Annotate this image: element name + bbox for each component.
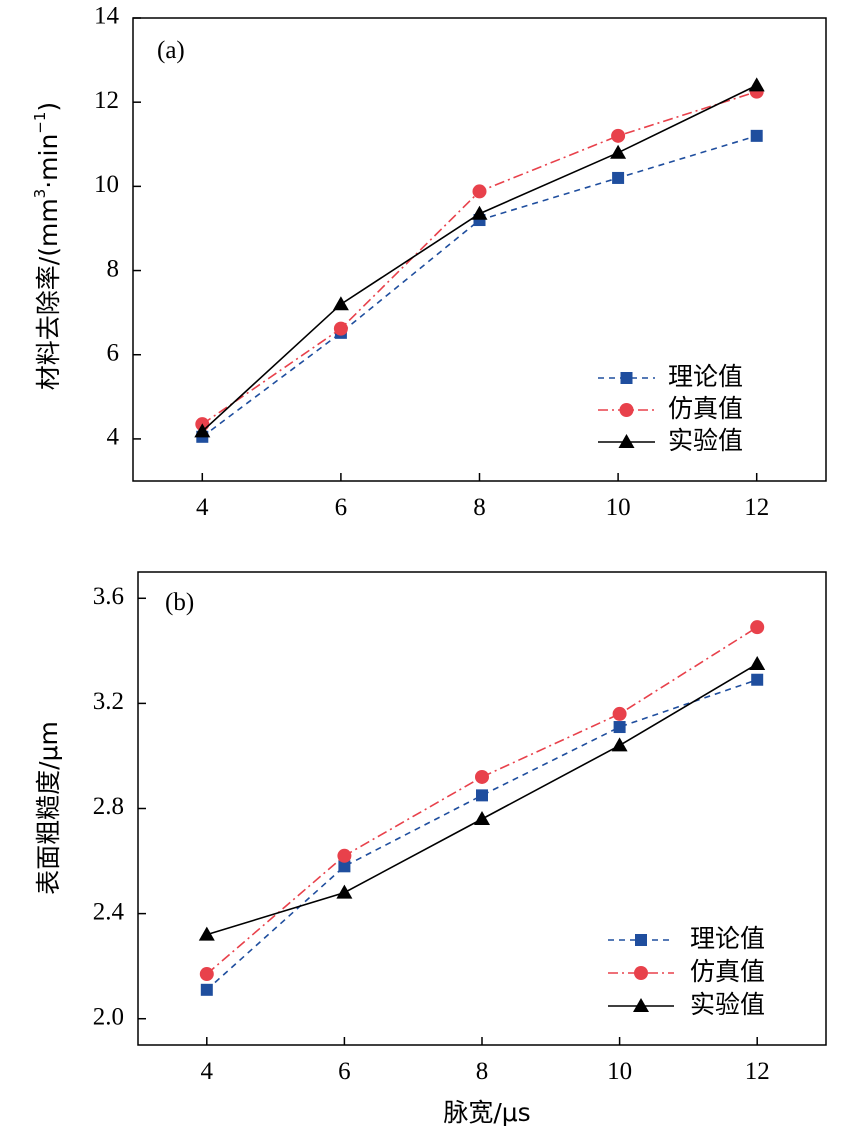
panel-b-x-tick-label: 4 xyxy=(201,1058,214,1085)
panel-a-y-title-mid: ·min xyxy=(34,134,63,189)
panel-a-legend-experiment-label: 实验值 xyxy=(668,426,743,455)
panel-b-y-tick-label: 2.0 xyxy=(93,1003,124,1030)
panel-b-series-simulation-point xyxy=(475,769,489,784)
panel-a-series-experiment-point xyxy=(332,296,349,311)
chart-panel-a: (a) 材料去除率/(mm3·min−1) 4 6 8 10 12 4 6 8 10 12 14 理论… xyxy=(31,3,827,521)
panel-a-legend-simulation-marker xyxy=(619,403,634,417)
panel-b-y-axis-title: 表面粗糙度/μm xyxy=(34,721,63,895)
panel-a-series-simulation-point xyxy=(611,128,626,143)
panel-b-y-tick-label: 3.2 xyxy=(93,688,124,715)
panel-a-y-tick-label: 12 xyxy=(94,87,119,114)
panel-a-label: (a) xyxy=(157,37,185,64)
panel-a-series-simulation-point xyxy=(333,321,348,336)
panel-b-series-simulation-point xyxy=(612,706,627,721)
panel-b-x-tick-label: 8 xyxy=(476,1058,489,1085)
panel-b-series-experiment-point xyxy=(336,884,353,899)
panel-b-series-theory-point xyxy=(338,860,351,873)
panel-b-legend-simulation-label: 仿真值 xyxy=(690,957,765,986)
panel-a-series-experiment-point xyxy=(610,144,627,159)
panel-a-series-experiment-point xyxy=(471,205,488,220)
panel-b-legend-experiment-label: 实验值 xyxy=(690,990,765,1019)
panel-b-x-tick-label: 10 xyxy=(607,1058,632,1085)
panel-b-series-experiment-point xyxy=(749,655,766,670)
panel-b-series-experiment-point xyxy=(198,926,215,941)
panel-a-y-title-sup1: 3 xyxy=(31,189,49,199)
panel-b-legend-theory-marker xyxy=(635,934,647,946)
panel-a-y-tick-label: 14 xyxy=(94,3,120,30)
panel-a-legend-theory-label: 理论值 xyxy=(668,362,743,391)
panel-a-legend-theory-marker xyxy=(620,372,633,384)
panel-b-x-axis-title: 脉宽/μs xyxy=(443,1098,530,1127)
panel-a-series-theory-point xyxy=(612,171,625,184)
panel-a-x-tick-label: 4 xyxy=(196,494,209,521)
panel-b-x-tick-label: 12 xyxy=(745,1058,770,1085)
panel-a-y-title-main: 材料去除率/(mm xyxy=(34,198,63,390)
panel-b-series-experiment-point xyxy=(474,811,490,826)
panel-b-series-simulation-point xyxy=(337,848,352,863)
chart-panel-b: (b) 表面粗糙度/μm 脉宽/μs 4 6 8 10 12 2.0 2.4 2.8 3.2 3.… xyxy=(34,571,827,1127)
panel-b-series-theory-point xyxy=(751,673,764,686)
panel-b-series-theory-line xyxy=(206,678,758,991)
panel-a-x-tick-label: 10 xyxy=(606,494,631,521)
panel-b-legend-theory-label: 理论值 xyxy=(690,924,765,953)
panel-b-series-simulation-point xyxy=(199,967,214,982)
panel-a-x-tick-label: 12 xyxy=(744,494,769,521)
panel-a-y-tick-label: 8 xyxy=(107,255,120,282)
panel-b-legend-simulation-marker xyxy=(634,966,648,980)
panel-a-series-experiment-point xyxy=(194,423,211,438)
panel-a-x-tick-label: 6 xyxy=(335,494,348,521)
panel-b-series-simulation-point xyxy=(750,620,765,635)
panel-b-series-experiment-point xyxy=(611,737,628,752)
panel-b-y-tick-label: 2.4 xyxy=(93,898,125,925)
panel-a-legend-simulation-label: 仿真值 xyxy=(668,394,743,423)
panel-b-label: (b) xyxy=(165,589,194,616)
panel-b-series-theory-point xyxy=(613,721,626,734)
panel-a-y-tick-label: 4 xyxy=(107,424,120,451)
panel-b-legend-experiment-marker xyxy=(633,998,649,1012)
panel-b-y-tick-label: 3.6 xyxy=(93,583,124,610)
panel-a-series-experiment-point xyxy=(748,77,765,92)
panel-a-y-axis-title: 材料去除率/(mm3·min−1) xyxy=(31,102,64,390)
panel-b-y-tick-label: 2.8 xyxy=(93,793,124,820)
panel-a-y-tick-label: 6 xyxy=(107,339,120,366)
panel-a-series-theory-line xyxy=(201,135,757,438)
panel-a-x-tick-label: 8 xyxy=(473,494,486,521)
panel-a-series-simulation-point xyxy=(472,184,487,199)
panel-a-y-title-end: ) xyxy=(34,102,63,112)
panel-a-legend-experiment-marker xyxy=(618,434,635,448)
panel-a-series-theory-point xyxy=(750,129,763,142)
panel-a-y-title-sup2: −1 xyxy=(31,112,49,134)
panel-a-y-tick-label: 10 xyxy=(94,171,119,198)
panel-b-x-tick-label: 6 xyxy=(338,1058,351,1085)
panel-b-series-theory-point xyxy=(200,983,213,996)
panel-b-series-theory-point xyxy=(476,789,488,802)
